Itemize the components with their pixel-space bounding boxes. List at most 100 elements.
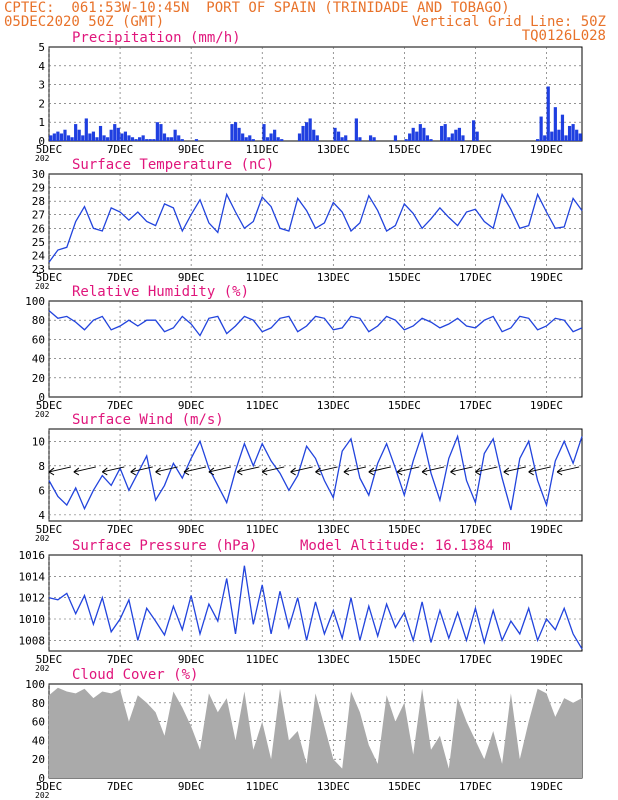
wind-barb-staff <box>503 466 526 473</box>
y-tick-label: 27 <box>32 209 45 222</box>
wind-barb-staff <box>557 466 580 473</box>
year-label: 202 <box>35 410 50 419</box>
precip-bar <box>145 139 149 141</box>
wind-barb <box>343 466 367 476</box>
precip-bar <box>248 135 252 141</box>
y-tick-label: 60 <box>32 716 45 729</box>
precip-bar <box>393 135 398 141</box>
wind-barb <box>556 466 580 476</box>
year-label: 202 <box>35 154 50 163</box>
wind-barb <box>450 466 473 476</box>
wind-barb <box>237 466 260 476</box>
x-tick-label: 9DEC <box>178 399 205 412</box>
wind-barb-head <box>155 471 161 476</box>
x-tick-label: 15DEC <box>388 399 421 412</box>
precip-bar <box>447 137 451 141</box>
panel-frame <box>48 300 583 398</box>
x-tick-label: 19DEC <box>530 523 563 536</box>
wind-barb-head <box>315 471 321 476</box>
wind-barb-head <box>421 467 428 473</box>
precip-bar <box>368 135 373 141</box>
precip-bar <box>411 127 415 141</box>
precip-bar <box>109 129 113 141</box>
wind-barb-head <box>343 467 350 473</box>
precip-bar <box>553 107 557 141</box>
wind-barb-head <box>368 471 375 476</box>
y-tick-label: 2 <box>38 97 45 110</box>
panel-title: Surface Wind (m/s) <box>72 412 224 428</box>
year-label: 202 <box>35 534 50 543</box>
precip-bar <box>454 129 458 141</box>
precip-bar <box>98 125 103 141</box>
y-tick-label: 80 <box>32 697 45 710</box>
x-tick-label: 7DEC <box>107 271 134 284</box>
wind-barb <box>155 466 178 476</box>
wind-barb-head <box>237 467 243 473</box>
precip-bar <box>560 114 565 141</box>
precip-bar <box>440 125 444 141</box>
precip-bar <box>74 124 78 141</box>
wind-barb-head <box>48 467 55 473</box>
x-tick-label: 5DEC <box>36 653 63 666</box>
precip-bar <box>169 137 174 141</box>
x-tick-label: 9DEC <box>178 271 205 284</box>
x-tick-label: 11DEC <box>246 399 279 412</box>
location-header: CPTEC: 061:53W-10:45N PORT OF SPAIN (TRI… <box>4 0 510 16</box>
wind-barb-staff <box>421 466 445 473</box>
precip-bar <box>59 133 64 141</box>
x-tick-label: 5DEC <box>36 523 63 536</box>
precip-bar <box>102 135 106 141</box>
precip-bar <box>130 137 135 141</box>
precip-bar <box>262 124 266 141</box>
x-tick-label: 17DEC <box>459 523 492 536</box>
wind-barb-head <box>475 467 481 473</box>
wind-barb-head <box>261 471 268 476</box>
wind-barb-staff <box>315 466 338 473</box>
wind-barb-head <box>450 467 456 473</box>
precip-bar <box>138 137 142 141</box>
precip-bar <box>301 125 305 141</box>
x-tick-label: 13DEC <box>317 271 350 284</box>
y-tick-label: 0 <box>38 772 45 785</box>
wind-barb-staff <box>130 466 153 473</box>
precip-bar <box>230 124 234 141</box>
y-tick-label: 1 <box>38 116 45 129</box>
y-tick-label: 1016 <box>19 549 46 562</box>
date-header: 05DEC2020 50Z (GMT) <box>4 14 165 30</box>
precip-bar <box>408 133 412 141</box>
year-label: 202 <box>35 791 50 800</box>
y-tick-label: 1008 <box>19 634 46 647</box>
x-tick-label: 7DEC <box>107 653 134 666</box>
wind-barb-head <box>102 471 108 476</box>
y-tick-label: 28 <box>32 195 45 208</box>
panel-frame <box>48 173 583 270</box>
x-tick-label: 9DEC <box>178 523 205 536</box>
wind-barb-staff <box>475 466 498 473</box>
x-tick-label: 13DEC <box>317 143 350 156</box>
precip-bar <box>70 137 74 141</box>
wind-barb <box>503 466 526 476</box>
year-label: 202 <box>35 664 50 673</box>
wind-barb-head <box>237 471 243 476</box>
precip-bar <box>475 131 479 141</box>
precip-bar <box>418 124 422 141</box>
x-tick-label: 11DEC <box>246 271 279 284</box>
precip-bar <box>457 127 462 141</box>
y-tick-label: 1010 <box>19 613 46 626</box>
y-tick-label: 3 <box>38 79 45 92</box>
precip-bar <box>49 135 53 141</box>
wind-barb-head <box>101 467 108 473</box>
precip-bar <box>312 129 316 141</box>
y-tick-label: 60 <box>32 333 45 346</box>
precip-bar <box>116 127 120 141</box>
y-tick-label: 0 <box>38 135 45 148</box>
x-tick-label: 15DEC <box>388 143 421 156</box>
precip-bar <box>358 137 362 141</box>
precip-bar <box>244 137 248 141</box>
wind-barb <box>475 466 498 476</box>
wind-barb-head <box>556 467 563 473</box>
x-tick-label: 15DEC <box>388 271 421 284</box>
wind-barb-staff <box>183 466 207 473</box>
wind-barb-staff <box>48 466 72 473</box>
wind-barb <box>183 466 207 476</box>
